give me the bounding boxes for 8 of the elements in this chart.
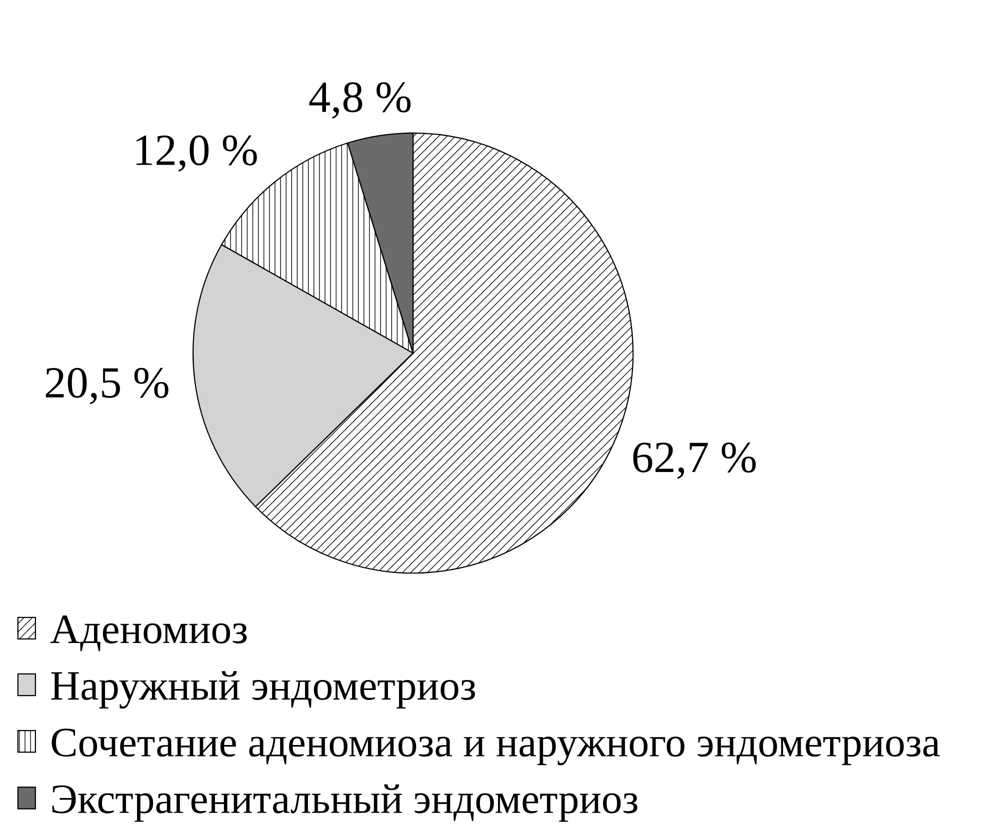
legend-label: Аденомиоз xyxy=(50,616,247,652)
data-label: 12,0 % xyxy=(136,135,257,172)
legend-label: Наружный эндометриоз xyxy=(51,671,475,709)
data-label: 20,5 % xyxy=(46,368,168,404)
data-label: 4,8 % xyxy=(309,82,411,119)
legend-label: Экстрагенитальный эндометриоз xyxy=(52,784,638,822)
data-label: 62,7 % xyxy=(633,442,756,479)
legend-label: Сочетание аденомиоза и наружного эндометриоза xyxy=(52,728,940,766)
